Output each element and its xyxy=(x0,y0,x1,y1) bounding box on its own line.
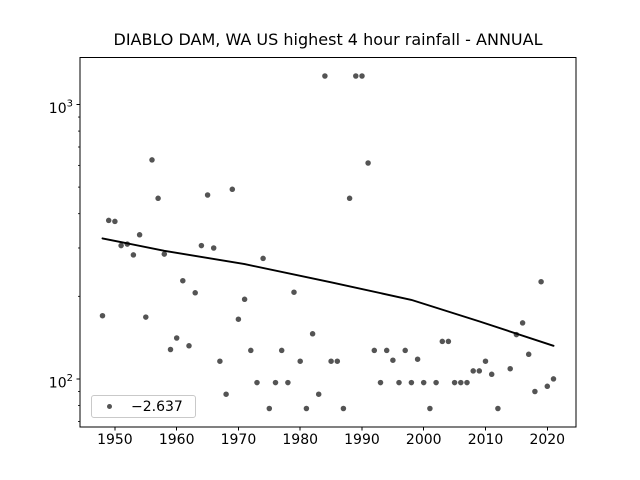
scatter-point xyxy=(235,316,242,322)
scatter-point xyxy=(433,379,439,386)
scatter-point xyxy=(149,157,155,163)
scatter-point xyxy=(402,347,408,354)
scatter-point xyxy=(99,312,106,319)
scatter-point xyxy=(180,277,186,284)
scatter-point xyxy=(383,347,390,354)
scatter-point xyxy=(334,358,341,364)
scatter-point xyxy=(192,290,198,296)
scatter-point xyxy=(346,195,353,202)
scatter-point xyxy=(328,358,334,364)
scatter-point xyxy=(248,347,254,354)
scatter-point xyxy=(198,242,205,249)
scatter-point xyxy=(130,252,137,258)
scatter-point xyxy=(427,405,433,412)
legend: −2.637 xyxy=(91,395,196,418)
chart-title: DIABLO DAM, WA US highest 4 hour rainfal… xyxy=(113,30,543,49)
axes-spines xyxy=(79,57,577,428)
scatter-point xyxy=(408,379,415,386)
scatter-point xyxy=(396,379,402,386)
scatter-point xyxy=(112,218,118,225)
scatter-point xyxy=(167,346,174,353)
scatter-point xyxy=(359,73,365,79)
x-tick-label: 1950 xyxy=(97,432,133,448)
scatter-point xyxy=(544,383,551,390)
x-tick-label: 1990 xyxy=(344,432,380,448)
scatter-point xyxy=(488,371,495,378)
scatter-point xyxy=(365,160,371,166)
scatter-point xyxy=(519,320,526,326)
scatter-point xyxy=(118,242,124,249)
scatter-point xyxy=(550,376,557,382)
scatter-point xyxy=(315,391,322,397)
scatter-point xyxy=(210,245,217,251)
x-tick-label: 1980 xyxy=(282,432,318,448)
scatter-point xyxy=(476,368,483,374)
scatter-point xyxy=(377,379,384,386)
scatter-point xyxy=(322,73,328,79)
scatter-point xyxy=(451,379,458,386)
x-tick-label: 2010 xyxy=(468,432,504,448)
scatter-point xyxy=(507,365,513,372)
scatter-point xyxy=(161,251,168,257)
legend-marker-dot xyxy=(107,404,112,409)
scatter-point xyxy=(538,278,544,285)
scatter-point xyxy=(482,358,489,364)
x-tick-label: 2000 xyxy=(406,432,442,448)
scatter-point xyxy=(204,192,211,198)
scatter-point xyxy=(439,338,446,345)
scatter-point xyxy=(445,338,452,345)
scatter-point xyxy=(495,405,501,412)
scatter-point xyxy=(143,314,149,320)
scatter-point xyxy=(353,73,359,79)
scatter-point xyxy=(173,335,180,341)
scatter-point xyxy=(241,296,248,303)
x-tick-label: 1960 xyxy=(159,432,195,448)
scatter-point xyxy=(532,388,538,395)
scatter-point xyxy=(155,195,161,202)
scatter-point xyxy=(272,379,279,386)
scatter-point xyxy=(291,289,297,295)
scatter-point xyxy=(105,217,112,224)
scatter-point xyxy=(303,405,310,412)
scatter-point xyxy=(470,368,476,374)
scatter-point xyxy=(285,379,291,386)
legend-label: −2.637 xyxy=(131,398,183,415)
scatter-point xyxy=(420,379,427,386)
x-tick-label: 2020 xyxy=(529,432,565,448)
scatter-point xyxy=(458,379,464,386)
y-tick-label: 102 xyxy=(49,373,73,392)
scatter-point xyxy=(229,186,236,193)
scatter-point xyxy=(464,379,470,386)
scatter-point xyxy=(136,232,143,238)
scatter-point xyxy=(525,351,532,358)
scatter-point xyxy=(297,358,303,364)
x-tick-label: 1970 xyxy=(221,432,257,448)
scatter-point xyxy=(278,347,285,354)
scatter-point xyxy=(390,357,396,363)
scatter-point xyxy=(254,379,260,386)
scatter-point xyxy=(371,347,378,354)
scatter-point xyxy=(340,405,347,412)
scatter-point xyxy=(414,356,421,362)
scatter-point xyxy=(186,343,192,349)
scatter-point xyxy=(309,331,316,337)
trend-line xyxy=(101,237,555,347)
scatter-point xyxy=(260,255,266,262)
y-tick-label: 103 xyxy=(49,98,73,117)
scatter-point xyxy=(217,358,223,364)
scatter-point xyxy=(266,405,273,412)
scatter-point xyxy=(223,391,229,397)
